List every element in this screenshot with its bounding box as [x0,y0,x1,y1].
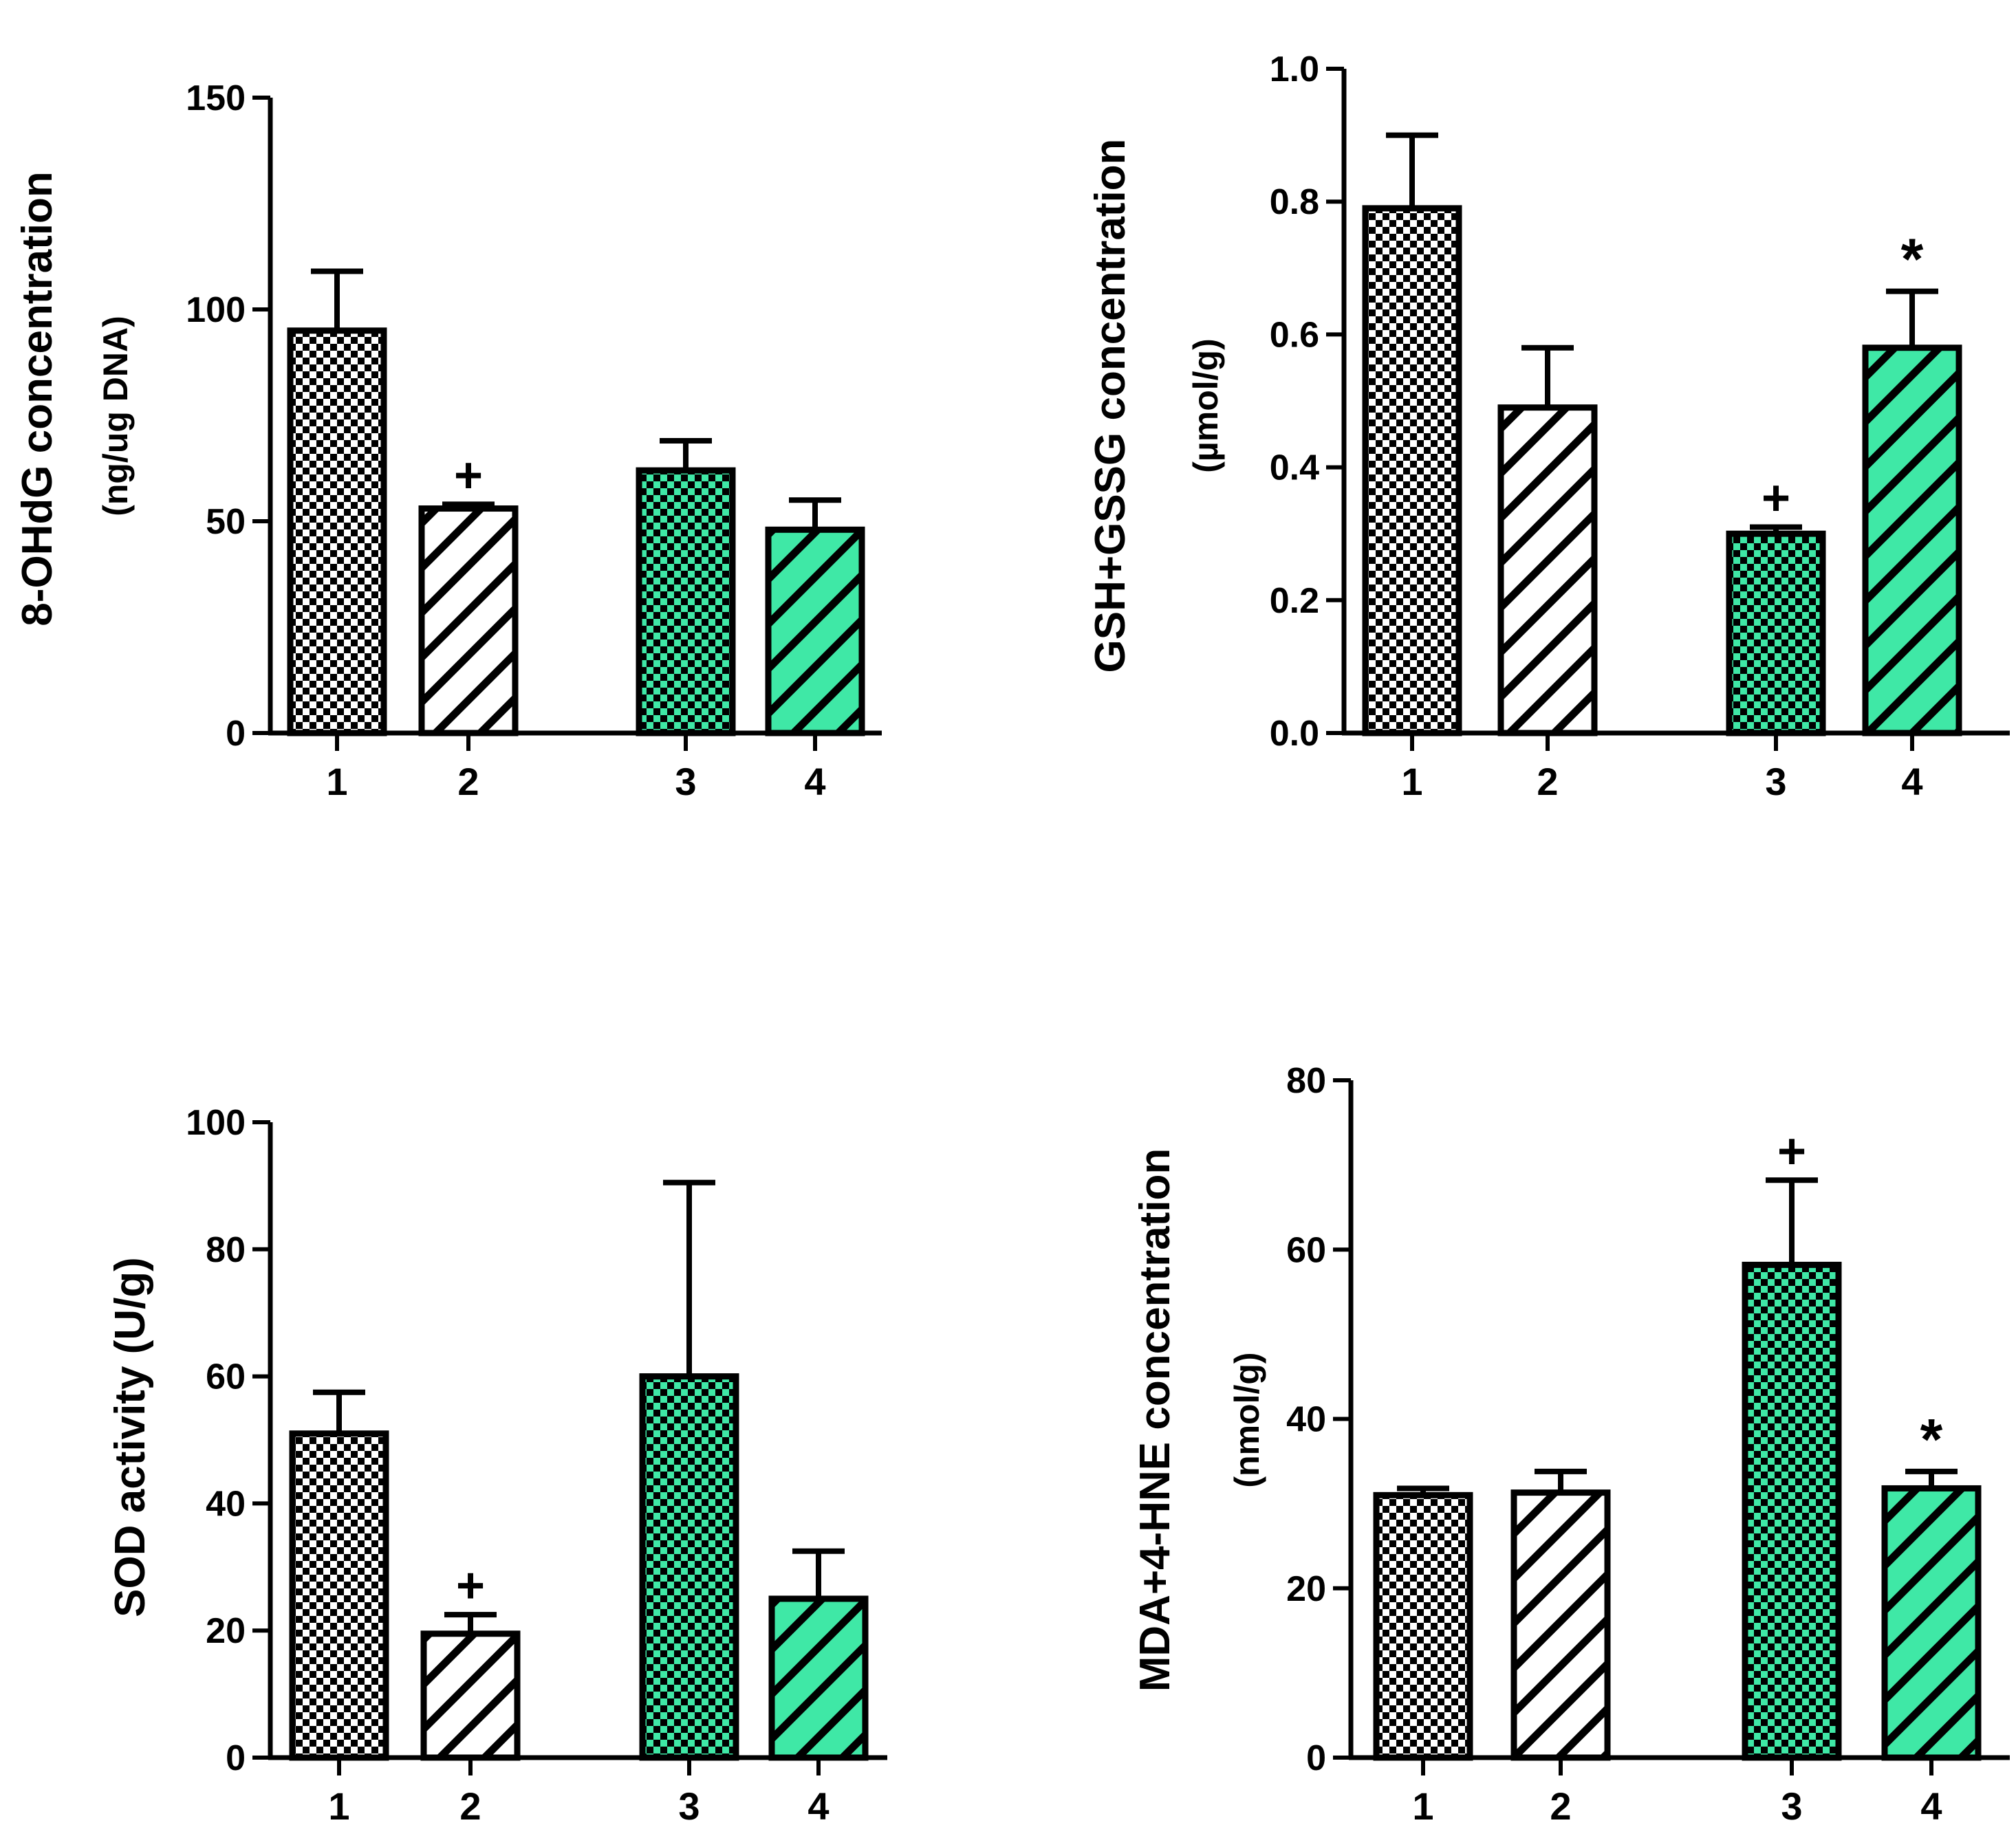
x-tick-label: 4 [804,760,825,803]
bar [289,1430,389,1761]
x-tick-label: 1 [328,1784,349,1828]
panel-d: 0 20 40 60 80 1 2 3 +4 * MDA+4-HNE concentration (n… [1131,1061,2010,1828]
bar [418,505,519,736]
y-tick-label: 80 [1286,1061,1326,1101]
y-tick-label: 80 [206,1230,246,1270]
y-tick-label: 100 [186,290,246,330]
y-tick-label: 40 [206,1484,246,1524]
bar [1373,1491,1473,1761]
y-axis-title: 8-OHdG concentration [14,171,61,626]
bar [636,467,736,736]
y-tick-label: 0.6 [1270,315,1319,355]
y-axis-title: SOD activity (U/g) [107,1257,154,1617]
bar [1362,205,1462,736]
x-tick-label: 3 [1781,1784,1802,1828]
bar [1881,1485,1982,1761]
x-tick-label: 4 [1920,1784,1942,1828]
y-tick-label: 100 [186,1103,246,1143]
x-tick-label: 1 [326,760,347,803]
y-tick-label: 0.4 [1270,448,1319,488]
y-axis-title: GSH+GSSG concentration [1087,139,1134,673]
panel-b: 0.0 0.2 0.4 0.6 0.8 1.0 1 2 3 +4 * GSH+GSSG concent… [1087,50,2010,803]
significance-marker: + [1777,1124,1806,1179]
y-tick-label: 0 [1306,1738,1326,1778]
x-tick-label: 2 [1537,760,1558,803]
y-axis-subtitle: (ng/ug DNA) [96,316,135,516]
x-tick-label: 2 [1550,1784,1571,1828]
x-tick-label: 2 [459,1784,481,1828]
x-tick-label: 4 [808,1784,829,1828]
y-tick-label: 50 [206,502,246,542]
bar [768,1595,869,1761]
x-tick-label: 3 [678,1784,700,1828]
y-tick-label: 40 [1286,1400,1326,1440]
panel-c: 0 20 40 60 80 100 1 2 +3 4 SOD activity (U/g) [107,1103,887,1828]
y-tick-label: 1.0 [1270,50,1319,89]
x-tick-label: 1 [1412,1784,1433,1828]
x-tick-label: 3 [675,760,696,803]
x-tick-label: 1 [1401,760,1422,803]
significance-marker: * [1901,227,1924,292]
bar [765,526,865,736]
bar [1726,530,1826,736]
x-tick-label: 2 [457,760,479,803]
y-axis-title: MDA+4-HNE concentration [1131,1148,1179,1692]
y-tick-label: 0.2 [1270,581,1319,621]
significance-marker: * [1920,1407,1943,1472]
y-tick-label: 60 [206,1357,246,1397]
bar [639,1373,739,1761]
bar [1742,1261,1842,1761]
bar [1862,345,1962,736]
y-axis-subtitle: (nmol/g) [1228,1352,1266,1487]
x-tick-label: 3 [1765,760,1786,803]
bar [1497,404,1598,736]
y-axis-subtitle: (µmol/g) [1186,338,1225,472]
significance-marker: + [1762,471,1790,526]
y-tick-label: 150 [186,78,246,118]
bar [287,327,387,736]
bar [1510,1489,1611,1761]
y-tick-label: 0.0 [1270,714,1319,754]
significance-marker: + [454,448,483,503]
panel-a: 0 50 100 150 1 2 +3 4 8-OHdG concentration (ng/ug… [14,78,882,803]
significance-marker: + [456,1558,485,1613]
bar [420,1630,521,1761]
y-tick-label: 20 [206,1611,246,1651]
y-tick-label: 0 [226,1738,246,1778]
y-tick-label: 60 [1286,1230,1326,1270]
y-tick-label: 0.8 [1270,182,1319,222]
y-tick-label: 0 [226,714,246,754]
y-tick-label: 20 [1286,1569,1326,1609]
x-tick-label: 4 [1901,760,1922,803]
